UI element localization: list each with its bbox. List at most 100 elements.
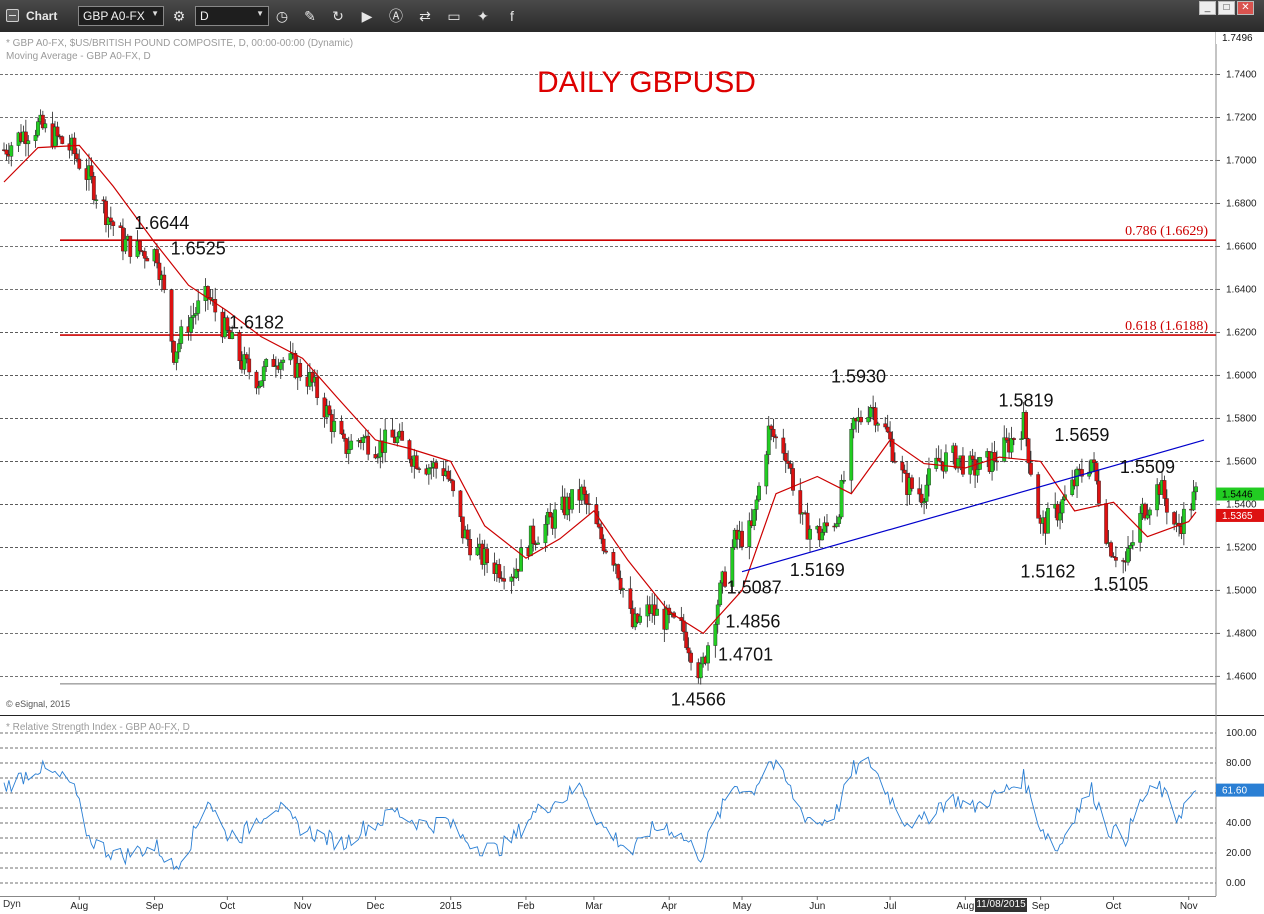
candle-up: [1194, 486, 1198, 493]
candle-up: [956, 458, 960, 469]
candle-down: [497, 564, 502, 579]
twitter-icon[interactable]: ✦: [477, 8, 489, 24]
window-min-icon[interactable]: _: [1199, 1, 1216, 15]
candle-up: [509, 576, 514, 582]
candle-up: [713, 624, 718, 646]
symbol-input[interactable]: GBP A0-FX ▼: [78, 6, 164, 26]
candle-up: [1087, 471, 1092, 477]
candle-up: [752, 509, 757, 526]
rsi-tick-label: 20.00: [1226, 848, 1251, 859]
candle-down: [883, 423, 888, 428]
candle-down: [1092, 459, 1096, 463]
window-menu-icon[interactable]: [6, 9, 19, 22]
candle-down: [1096, 480, 1101, 504]
time-axis: Aug Sep Oct Nov Dec 2015 Feb Mar Apr May Jun Jul Aug…: [0, 896, 1264, 914]
candle-down: [366, 435, 371, 455]
candle-down: [1162, 480, 1167, 499]
candle-down: [890, 438, 895, 462]
candle-down: [786, 460, 791, 464]
candle-down: [1079, 469, 1084, 477]
window-max-icon[interactable]: □: [1218, 1, 1235, 15]
candle-up: [176, 343, 181, 353]
candle-up: [196, 300, 201, 314]
candle-down: [298, 363, 303, 378]
candle-up: [944, 452, 948, 472]
candle-up: [475, 547, 480, 556]
candle-down: [769, 425, 774, 430]
candle-down: [788, 463, 793, 469]
chevron-down-icon[interactable]: ▼: [256, 9, 264, 18]
candle-down: [919, 493, 924, 504]
candle-down: [992, 452, 997, 462]
candle-down: [917, 488, 922, 495]
candle-up: [924, 484, 929, 502]
candle-down: [1024, 412, 1028, 439]
candle-up: [36, 121, 40, 136]
candle-up: [1130, 542, 1135, 546]
settings-gear-icon[interactable]: ⚙: [172, 8, 186, 24]
candle-up: [288, 353, 293, 361]
candle-up: [1147, 509, 1152, 516]
candle-down: [145, 258, 150, 262]
candle-down: [791, 468, 795, 491]
price-annotation: 1.5659: [1054, 425, 1109, 445]
price-annotation: 1.5930: [831, 366, 886, 386]
chart-title: DAILY GBPUSD: [537, 66, 756, 99]
candle-down: [101, 199, 106, 202]
candle-down: [225, 317, 230, 331]
candle-down: [60, 136, 65, 144]
link-icon[interactable]: ⇄: [419, 8, 431, 24]
alert-a-icon[interactable]: Ⓐ: [389, 8, 403, 24]
candle-down: [1143, 503, 1147, 519]
candle-up: [715, 604, 720, 625]
candle-up: [257, 385, 261, 389]
cycle-icon[interactable]: ↻: [332, 8, 344, 24]
dyn-label[interactable]: Dyn: [3, 899, 21, 910]
chevron-down-icon[interactable]: ▼: [151, 9, 159, 18]
candle-up: [1191, 491, 1196, 511]
refresh-clock-icon[interactable]: ◷: [275, 8, 289, 24]
candle-up: [638, 615, 642, 623]
play-icon[interactable]: ▶: [361, 8, 373, 24]
candle-down: [961, 455, 965, 475]
candle-down: [89, 165, 94, 177]
x-tick-label: Jul: [884, 901, 897, 912]
candle-up: [747, 520, 752, 547]
candle-down: [451, 480, 456, 492]
price-chart[interactable]: 1.4600 1.4800 1.5000 1.5200 1.5400 1.5600 1.58…: [0, 32, 1264, 715]
candle-down: [55, 126, 60, 137]
interval-select[interactable]: D ▼: [195, 6, 269, 26]
candle-down: [1113, 557, 1118, 561]
price-annotation: 1.4566: [671, 690, 726, 710]
price-annotation: 1.5509: [1120, 457, 1175, 477]
candle-up: [191, 315, 196, 318]
candle-up: [975, 469, 980, 476]
comment-icon[interactable]: ▭: [447, 8, 461, 24]
candle-down: [1036, 474, 1041, 519]
candle-up: [426, 467, 431, 475]
candle-down: [689, 652, 693, 663]
candle-down: [1026, 438, 1031, 464]
candle-down: [390, 429, 395, 438]
candle-down: [460, 516, 465, 539]
last-price-label: 1.5446: [1222, 490, 1253, 501]
candle-down: [774, 436, 778, 439]
candle-down: [1104, 503, 1109, 544]
candle-up: [259, 380, 264, 387]
candle-down: [414, 455, 419, 469]
candle-down: [206, 286, 210, 298]
candle-up: [868, 407, 873, 418]
x-tick-label: May: [733, 901, 752, 912]
candle-down: [596, 523, 601, 528]
x-tick-label: Mar: [585, 901, 603, 912]
y-tick-label: 1.7000: [1226, 155, 1257, 166]
candle-down: [111, 221, 116, 226]
pencil-icon[interactable]: ✎: [304, 8, 316, 24]
facebook-icon[interactable]: f: [510, 8, 514, 24]
window-close-icon[interactable]: ✕: [1237, 1, 1254, 15]
candle-down: [465, 529, 470, 540]
candle-up: [264, 359, 269, 367]
ma-value-marker: 1.5365: [1216, 508, 1264, 522]
